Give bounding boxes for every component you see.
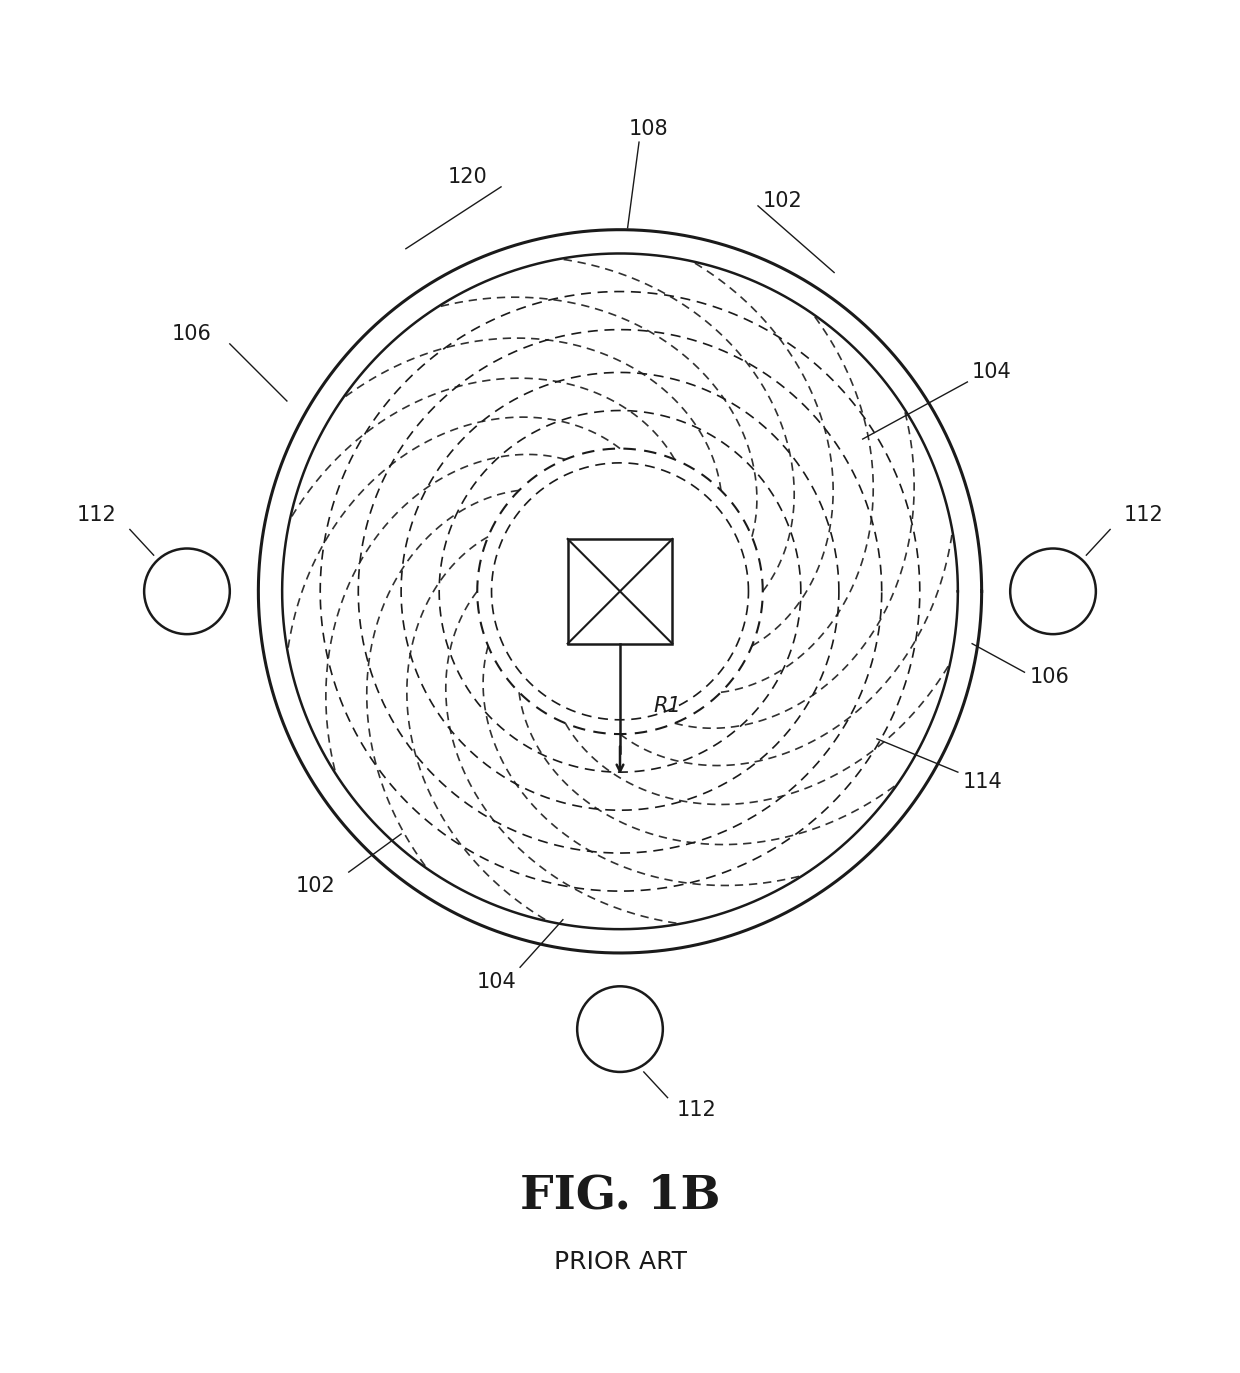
Text: 102: 102 (763, 191, 802, 211)
Text: 106: 106 (172, 324, 212, 345)
Text: 112: 112 (1123, 505, 1163, 526)
Text: 104: 104 (972, 362, 1012, 383)
Text: 120: 120 (448, 168, 487, 187)
Text: 106: 106 (1029, 667, 1069, 686)
Text: 114: 114 (962, 772, 1002, 792)
Text: 102: 102 (295, 876, 335, 897)
Text: R1: R1 (653, 696, 681, 715)
Bar (568, 540, 672, 644)
Text: 112: 112 (77, 505, 117, 526)
Text: FIG. 1B: FIG. 1B (520, 1173, 720, 1219)
Text: 108: 108 (629, 119, 668, 139)
Text: PRIOR ART: PRIOR ART (553, 1251, 687, 1274)
Text: 112: 112 (676, 1100, 715, 1120)
Text: 104: 104 (476, 972, 516, 991)
